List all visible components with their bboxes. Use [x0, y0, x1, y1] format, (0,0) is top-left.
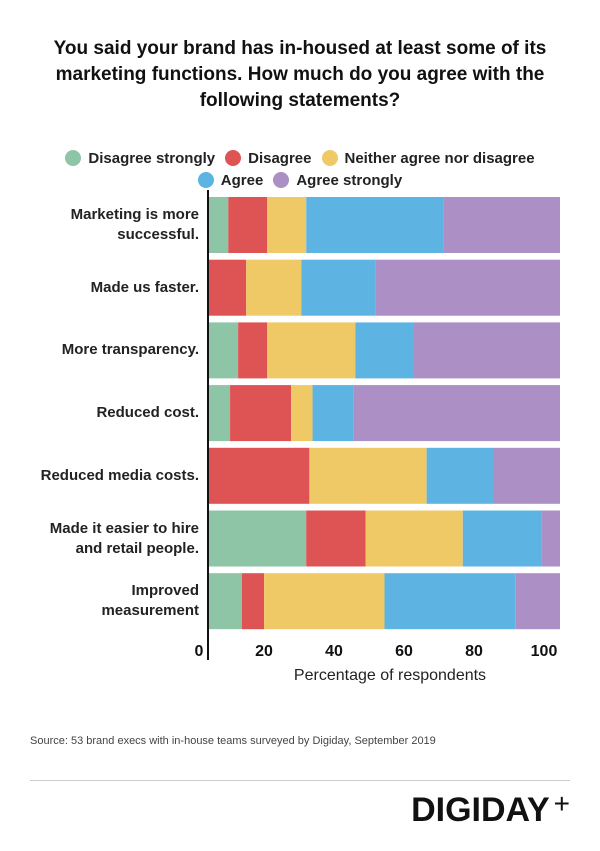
- divider: [30, 780, 570, 781]
- logo-group: DIGIDAY +: [411, 790, 570, 830]
- legend-item: Agree: [197, 170, 264, 192]
- bar-segment: [209, 447, 310, 504]
- category-label: Made us faster.: [91, 278, 199, 298]
- category-label: Improved measurement: [101, 581, 199, 621]
- bar-segment: [462, 510, 542, 567]
- bar-segment: [238, 322, 268, 379]
- legend-label: Disagree: [248, 150, 312, 167]
- legend-row: Agree Agree strongly: [0, 170, 600, 192]
- category-label-line: Improved: [131, 582, 199, 600]
- legend-swatch: [197, 172, 214, 188]
- bar-segment: [353, 385, 560, 442]
- bar-segment: [312, 385, 354, 442]
- category-label-line: measurement: [101, 602, 199, 620]
- category-label-line: successful.: [117, 226, 199, 243]
- bar-segment: [306, 510, 366, 567]
- x-tick-label: 60: [395, 643, 413, 660]
- category-label: Marketing is more successful.: [71, 205, 199, 245]
- bar-segment: [209, 573, 242, 630]
- x-axis-label: Percentage of respondents: [293, 667, 487, 684]
- legend-swatch: [65, 150, 82, 166]
- bar-segment: [309, 447, 427, 504]
- x-tick-label: 20: [255, 643, 273, 660]
- x-tick-label: 40: [325, 643, 343, 660]
- bar-segment: [443, 197, 560, 253]
- category-label: Made it easier to hire and retail people.: [50, 519, 199, 559]
- legend-item: Disagree: [225, 148, 312, 170]
- bar-segment: [209, 322, 239, 379]
- bar-segment: [209, 259, 247, 316]
- category-label-line: and retail people.: [75, 539, 199, 557]
- bar-segment: [209, 197, 229, 253]
- category-label-line: Reduced media costs.: [40, 466, 199, 484]
- x-tick-label: 100: [531, 643, 558, 660]
- bar-segment: [246, 259, 302, 316]
- bar-segment: [209, 510, 307, 567]
- bar-segment: [375, 259, 560, 316]
- bar-segment: [264, 573, 385, 630]
- chart-title: You said your brand has in-housed at lea…: [53, 38, 547, 111]
- legend-item: Agree strongly: [273, 170, 402, 192]
- legend-item: Neither agree nor disagree: [321, 148, 535, 170]
- category-label: More transparency.: [62, 340, 199, 360]
- category-label-line: Reduced cost.: [96, 404, 199, 422]
- plus-icon: +: [553, 788, 570, 819]
- bar-segment: [267, 322, 356, 379]
- x-tick-label: 0: [195, 643, 204, 660]
- legend-label: Agree strongly: [296, 172, 403, 189]
- bar-segment: [306, 197, 444, 253]
- legend-item: Disagree strongly: [65, 148, 215, 170]
- x-tick-label: 80: [465, 643, 483, 660]
- legend-row: Disagree strongly Disagree Neither agree n…: [0, 148, 600, 170]
- bar-segment: [515, 573, 560, 630]
- category-label: Reduced cost.: [96, 403, 199, 423]
- bar-segment: [228, 197, 268, 253]
- category-label-line: Made us faster.: [90, 278, 199, 296]
- bar-segment: [241, 573, 265, 630]
- bar-segment: [413, 322, 560, 379]
- bar-segment: [209, 385, 231, 442]
- legend: Disagree strongly Disagree Neither agree n…: [0, 148, 600, 192]
- bar-segment: [541, 510, 560, 567]
- category-label: Reduced media costs.: [41, 466, 199, 486]
- bar-segment: [365, 510, 463, 567]
- legend-label: Disagree strongly: [88, 150, 216, 167]
- bar-segment: [426, 447, 493, 504]
- plot-area: 0 20 40 60 80 100: [195, 190, 560, 660]
- legend-swatch: [321, 150, 338, 166]
- bar-segment: [291, 385, 313, 442]
- bar-segment: [492, 447, 560, 504]
- legend-swatch: [225, 150, 242, 166]
- bar-segment: [230, 385, 292, 442]
- category-label-line: Made it easier to hire: [49, 519, 199, 537]
- bar-segment: [355, 322, 414, 379]
- source-note: Source: 53 brand execs with in-house tea…: [30, 735, 436, 747]
- legend-label: Agree: [220, 172, 264, 189]
- bar-segment: [267, 197, 307, 253]
- category-label-line: Marketing is more: [70, 206, 199, 223]
- legend-swatch: [273, 172, 290, 188]
- category-label-line: More transparency.: [61, 341, 199, 359]
- legend-label: Neither agree nor disagree: [344, 150, 535, 167]
- bar-segment: [384, 573, 516, 630]
- bar-segment: [301, 259, 376, 316]
- digiday-logo: DIGIDAY: [411, 791, 550, 829]
